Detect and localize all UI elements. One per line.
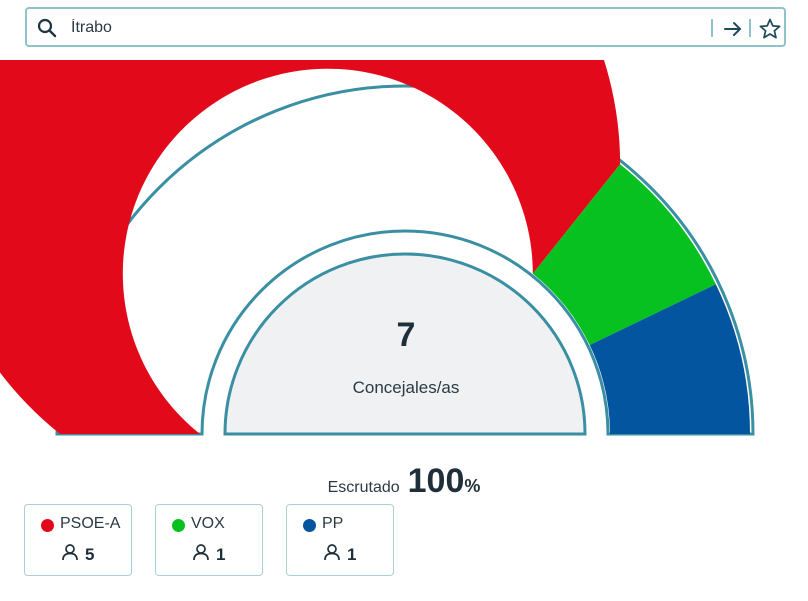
party-card-pp[interactable]: PP 1 [286, 504, 394, 576]
party-name: VOX [191, 515, 225, 532]
person-icon [193, 544, 209, 561]
party-color-dot [41, 519, 54, 532]
total-seats-label: Concejales/as [352, 378, 460, 397]
seat-sector-psoe-a[interactable] [0, 60, 621, 434]
seat-sector-pp[interactable] [589, 284, 750, 434]
hemicycle-center [223, 252, 587, 436]
arrow-right-icon[interactable] [721, 17, 745, 41]
star-icon[interactable] [758, 17, 782, 41]
party-card-psoe-a[interactable]: PSOE-A 5 [24, 504, 132, 576]
scrutiny-unit: % [464, 476, 481, 496]
search-bar [25, 7, 786, 47]
total-seats: 7 [396, 316, 416, 354]
divider [749, 19, 751, 37]
search-icon [37, 18, 57, 38]
party-seats: 1 [216, 545, 226, 564]
party-color-dot [303, 519, 316, 532]
party-seats: 1 [347, 545, 357, 564]
party-seats: 5 [85, 545, 95, 564]
party-card-vox[interactable]: VOX 1 [155, 504, 263, 576]
divider [711, 19, 713, 37]
party-color-dot [172, 519, 185, 532]
seat-sector-vox[interactable] [532, 164, 716, 346]
person-icon [62, 544, 78, 561]
party-name: PSOE-A [60, 515, 121, 532]
person-icon [324, 544, 340, 561]
scrutiny-label: Escrutado [327, 479, 400, 496]
party-name: PP [322, 515, 344, 532]
search-input[interactable] [71, 14, 691, 42]
hemicycle-chart [0, 60, 755, 436]
scrutiny-value: 100 [407, 462, 465, 500]
scrutiny-status: Escrutado 100% [0, 462, 808, 501]
